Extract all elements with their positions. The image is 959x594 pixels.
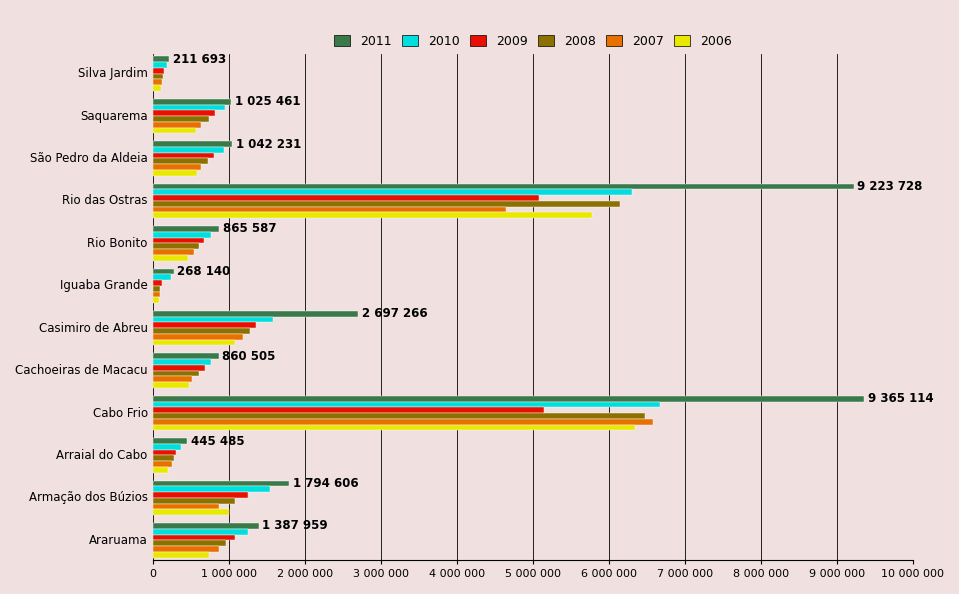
Bar [153, 486, 270, 492]
Bar [153, 546, 220, 552]
Bar [153, 365, 205, 371]
Bar [153, 105, 225, 110]
Bar [153, 334, 243, 340]
Bar [153, 110, 216, 116]
Bar [153, 56, 169, 62]
Text: 445 485: 445 485 [191, 435, 245, 448]
Bar [153, 292, 159, 297]
Bar [153, 552, 209, 558]
Bar [153, 249, 194, 255]
Bar [153, 164, 201, 170]
Bar [153, 116, 209, 122]
Bar [153, 481, 290, 486]
Bar [153, 323, 256, 328]
Text: 860 505: 860 505 [222, 350, 275, 363]
Bar [153, 153, 214, 159]
Text: 1 025 461: 1 025 461 [235, 95, 300, 108]
Bar [153, 170, 198, 176]
Bar [153, 255, 188, 261]
Bar [153, 467, 169, 473]
Bar [153, 244, 199, 249]
Bar [153, 396, 864, 402]
Bar [153, 450, 176, 456]
Bar [153, 340, 235, 346]
Bar [153, 413, 645, 419]
Bar [153, 438, 187, 444]
Bar [153, 226, 219, 232]
Text: 2 697 266: 2 697 266 [362, 307, 428, 320]
Bar [153, 268, 174, 274]
Bar [153, 359, 211, 365]
Bar [153, 504, 220, 510]
Bar [153, 523, 259, 529]
Bar [153, 498, 235, 504]
Bar [153, 510, 229, 515]
Bar [153, 147, 224, 153]
Bar [153, 328, 250, 334]
Bar [153, 232, 211, 238]
Bar [153, 99, 231, 105]
Bar [153, 286, 160, 292]
Bar [153, 195, 539, 201]
Bar [153, 377, 192, 382]
Text: 1 387 959: 1 387 959 [263, 520, 328, 532]
Bar [153, 456, 175, 461]
Bar [153, 311, 358, 317]
Bar [153, 317, 273, 323]
Bar [153, 80, 162, 85]
Bar [153, 529, 248, 535]
Text: 9 365 114: 9 365 114 [868, 392, 934, 405]
Text: 1 794 606: 1 794 606 [293, 477, 359, 490]
Bar [153, 280, 162, 286]
Bar [153, 238, 204, 244]
Bar [153, 382, 189, 388]
Bar [153, 353, 219, 359]
Bar [153, 74, 163, 80]
Bar [153, 541, 226, 546]
Bar [153, 68, 164, 74]
Bar [153, 159, 208, 164]
Text: 211 693: 211 693 [173, 53, 226, 66]
Bar [153, 85, 161, 91]
Text: 9 223 728: 9 223 728 [857, 180, 923, 193]
Bar [153, 402, 661, 407]
Bar [153, 274, 171, 280]
Bar [153, 141, 232, 147]
Bar [153, 122, 201, 128]
Bar [153, 201, 620, 207]
Bar [153, 461, 172, 467]
Bar [153, 207, 506, 213]
Bar [153, 419, 653, 425]
Bar [153, 535, 235, 541]
Bar [153, 184, 854, 189]
Bar [153, 407, 544, 413]
Text: 1 042 231: 1 042 231 [236, 138, 301, 151]
Bar [153, 444, 181, 450]
Bar [153, 62, 167, 68]
Text: 865 587: 865 587 [222, 223, 276, 235]
Bar [153, 213, 592, 218]
Bar [153, 425, 636, 430]
Bar [153, 371, 199, 377]
Bar [153, 297, 158, 303]
Bar [153, 189, 632, 195]
Text: 268 140: 268 140 [177, 265, 230, 278]
Bar [153, 492, 248, 498]
Bar [153, 128, 196, 133]
Legend: 2011, 2010, 2009, 2008, 2007, 2006: 2011, 2010, 2009, 2008, 2007, 2006 [329, 30, 737, 53]
